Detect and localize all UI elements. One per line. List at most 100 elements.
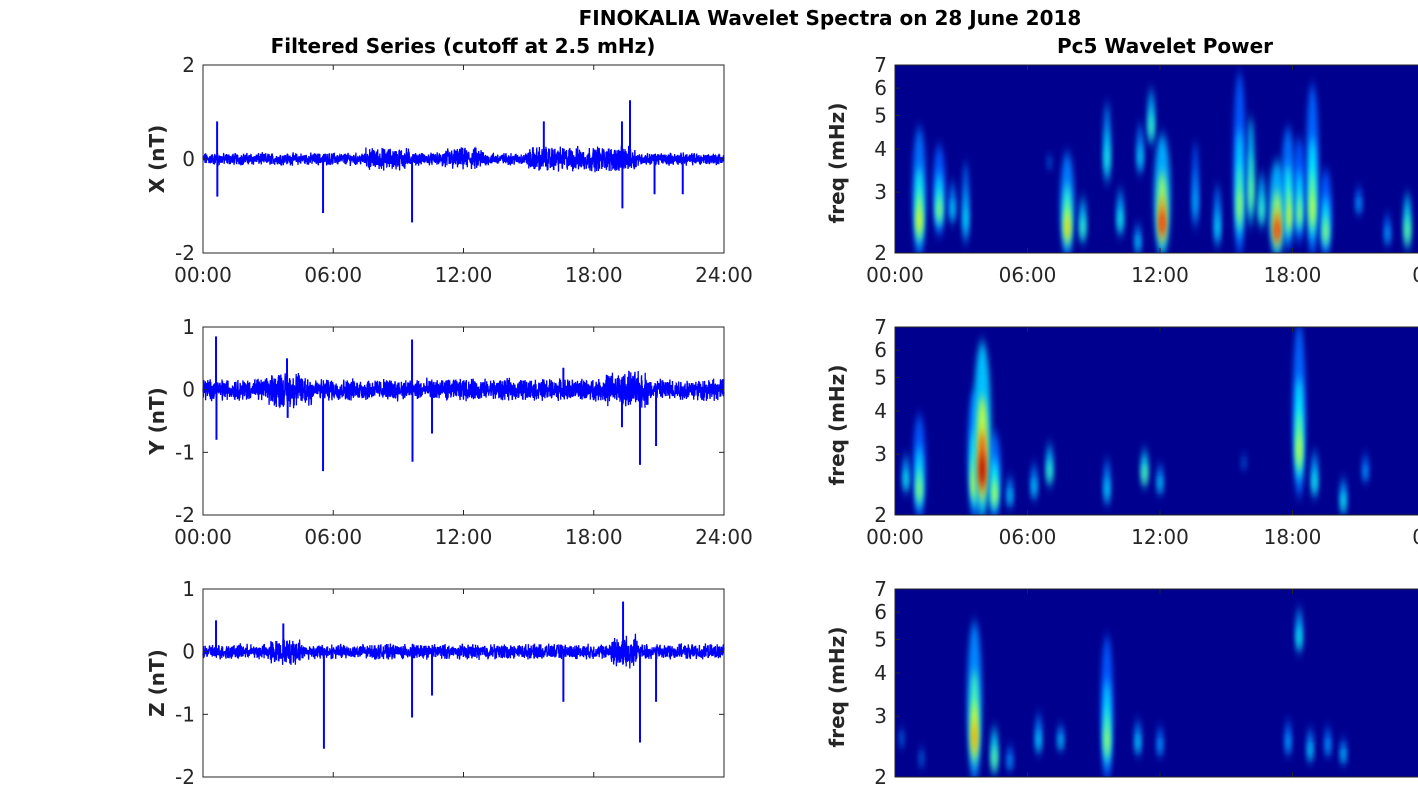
power-blob xyxy=(1118,214,1122,229)
xtick-label: 06:00 xyxy=(999,263,1057,287)
power-blob xyxy=(1286,739,1290,750)
power-blob xyxy=(1105,146,1109,172)
ytick-label: -2 xyxy=(175,241,195,265)
power-blob xyxy=(1326,742,1330,752)
timeseries-panel-y: -2 -1 0 1 00:00 06:00 12:00 18:00 24:00 Y (nT) xyxy=(145,315,753,549)
axes-background xyxy=(203,327,724,515)
power-blob xyxy=(1215,218,1219,238)
power-blob xyxy=(979,454,985,487)
power-blob xyxy=(1242,460,1246,467)
xtick-label: 12:00 xyxy=(1131,263,1189,287)
power-blob xyxy=(1065,218,1070,238)
right-column-title: Pc5 Wavelet Power xyxy=(1057,34,1273,58)
power-blob xyxy=(1310,193,1315,226)
xtick-label: 12:00 xyxy=(435,263,493,287)
power-blob xyxy=(904,475,908,487)
series-line xyxy=(202,633,725,669)
left-column-title: Filtered Series (cutoff at 2.5 mHz) xyxy=(271,34,656,58)
ytick-label: 7 xyxy=(874,577,887,601)
power-blob xyxy=(1364,469,1367,478)
power-blobs xyxy=(900,608,1347,777)
power-blob xyxy=(1357,201,1361,210)
ytick-label: 2 xyxy=(874,241,887,265)
ytick-label: 1 xyxy=(182,315,195,339)
power-blob xyxy=(1032,483,1036,494)
xtick-label: 24:00 xyxy=(695,525,753,549)
power-blob xyxy=(1405,223,1410,241)
ytick-label: 5 xyxy=(874,103,887,127)
power-blob xyxy=(1259,202,1264,220)
power-blob xyxy=(1142,469,1147,481)
ytick-label: 2 xyxy=(874,765,887,788)
y-axis-label: X (nT) xyxy=(145,125,169,194)
xtick-label: 12:00 xyxy=(435,525,493,549)
power-blobs xyxy=(912,72,1411,253)
y-axis-label: freq (mHz) xyxy=(825,103,849,224)
power-blob xyxy=(1081,222,1085,236)
power-blobs xyxy=(902,327,1369,515)
ytick-label: -2 xyxy=(175,503,195,527)
ytick-label: 7 xyxy=(874,53,887,77)
power-blob xyxy=(1037,735,1040,748)
y-axis-label: freq (mHz) xyxy=(825,627,849,748)
ytick-label: 3 xyxy=(874,180,887,204)
xtick-label: 12:00 xyxy=(1131,525,1189,549)
axes-background xyxy=(203,589,724,777)
ytick-label: 5 xyxy=(874,627,887,651)
power-blob xyxy=(1308,746,1312,757)
series-line xyxy=(202,145,725,173)
xtick-label: 00:00 xyxy=(174,525,232,549)
ytick-label: 4 xyxy=(874,137,887,161)
xtick-label: 00:00 xyxy=(866,263,924,287)
ytick-label: -2 xyxy=(175,765,195,788)
power-blob xyxy=(1159,212,1165,235)
power-blob xyxy=(972,722,977,752)
power-blob xyxy=(937,202,941,220)
power-blob xyxy=(1047,466,1052,479)
power-blob xyxy=(1105,727,1109,755)
ytick-label: 6 xyxy=(874,76,887,100)
xtick-label: 24:00 xyxy=(695,263,753,287)
ytick-label: 6 xyxy=(874,600,887,624)
power-blob xyxy=(1158,480,1162,490)
power-blob xyxy=(1158,742,1162,752)
power-blob xyxy=(1297,434,1302,466)
ytick-label: 5 xyxy=(874,365,887,389)
ytick-label: 3 xyxy=(874,442,887,466)
xtick-label: 00:00 xyxy=(174,263,232,287)
power-blob xyxy=(1136,239,1140,249)
power-blob xyxy=(1149,119,1153,137)
ytick-label: 0 xyxy=(182,147,195,171)
power-blob xyxy=(992,487,997,503)
power-blob xyxy=(1105,484,1109,498)
xtick-label: 00 xyxy=(1412,263,1418,287)
power-blob xyxy=(992,752,997,767)
xtick-label: 00 xyxy=(1412,525,1418,549)
wavelet-panel-y: 2 3 4 5 67 00:00 06:00 12:00 18:00 00 freq (mHz) xyxy=(825,315,1418,549)
ytick-label: 0 xyxy=(182,640,195,664)
xtick-label: 18:00 xyxy=(1264,263,1322,287)
power-blob xyxy=(1386,231,1389,241)
power-blob xyxy=(917,480,922,500)
xtick-label: 18:00 xyxy=(1264,525,1322,549)
y-axis-label: Y (nT) xyxy=(145,387,169,456)
xtick-label: 00:00 xyxy=(866,525,924,549)
y-axis-label: Z (nT) xyxy=(145,649,169,717)
power-blob xyxy=(1237,189,1242,223)
power-background xyxy=(895,589,1418,777)
timeseries-panel-x: -2 0 2 00:00 06:00 12:00 18:00 24:00 X (nT) xyxy=(145,53,753,287)
ytick-label: -1 xyxy=(175,440,195,464)
xtick-label: 18:00 xyxy=(565,525,623,549)
ytick-label: 2 xyxy=(874,503,887,527)
power-blob xyxy=(1136,739,1140,750)
ytick-label: 3 xyxy=(874,704,887,728)
power-blob xyxy=(1341,497,1345,509)
power-blob xyxy=(1048,160,1051,167)
ytick-label: -1 xyxy=(175,702,195,726)
power-blob xyxy=(1341,752,1345,760)
power-blob xyxy=(1008,493,1012,503)
series-line xyxy=(202,370,725,409)
figure-title: FINOKALIA Wavelet Spectra on 28 June 201… xyxy=(579,6,1082,30)
